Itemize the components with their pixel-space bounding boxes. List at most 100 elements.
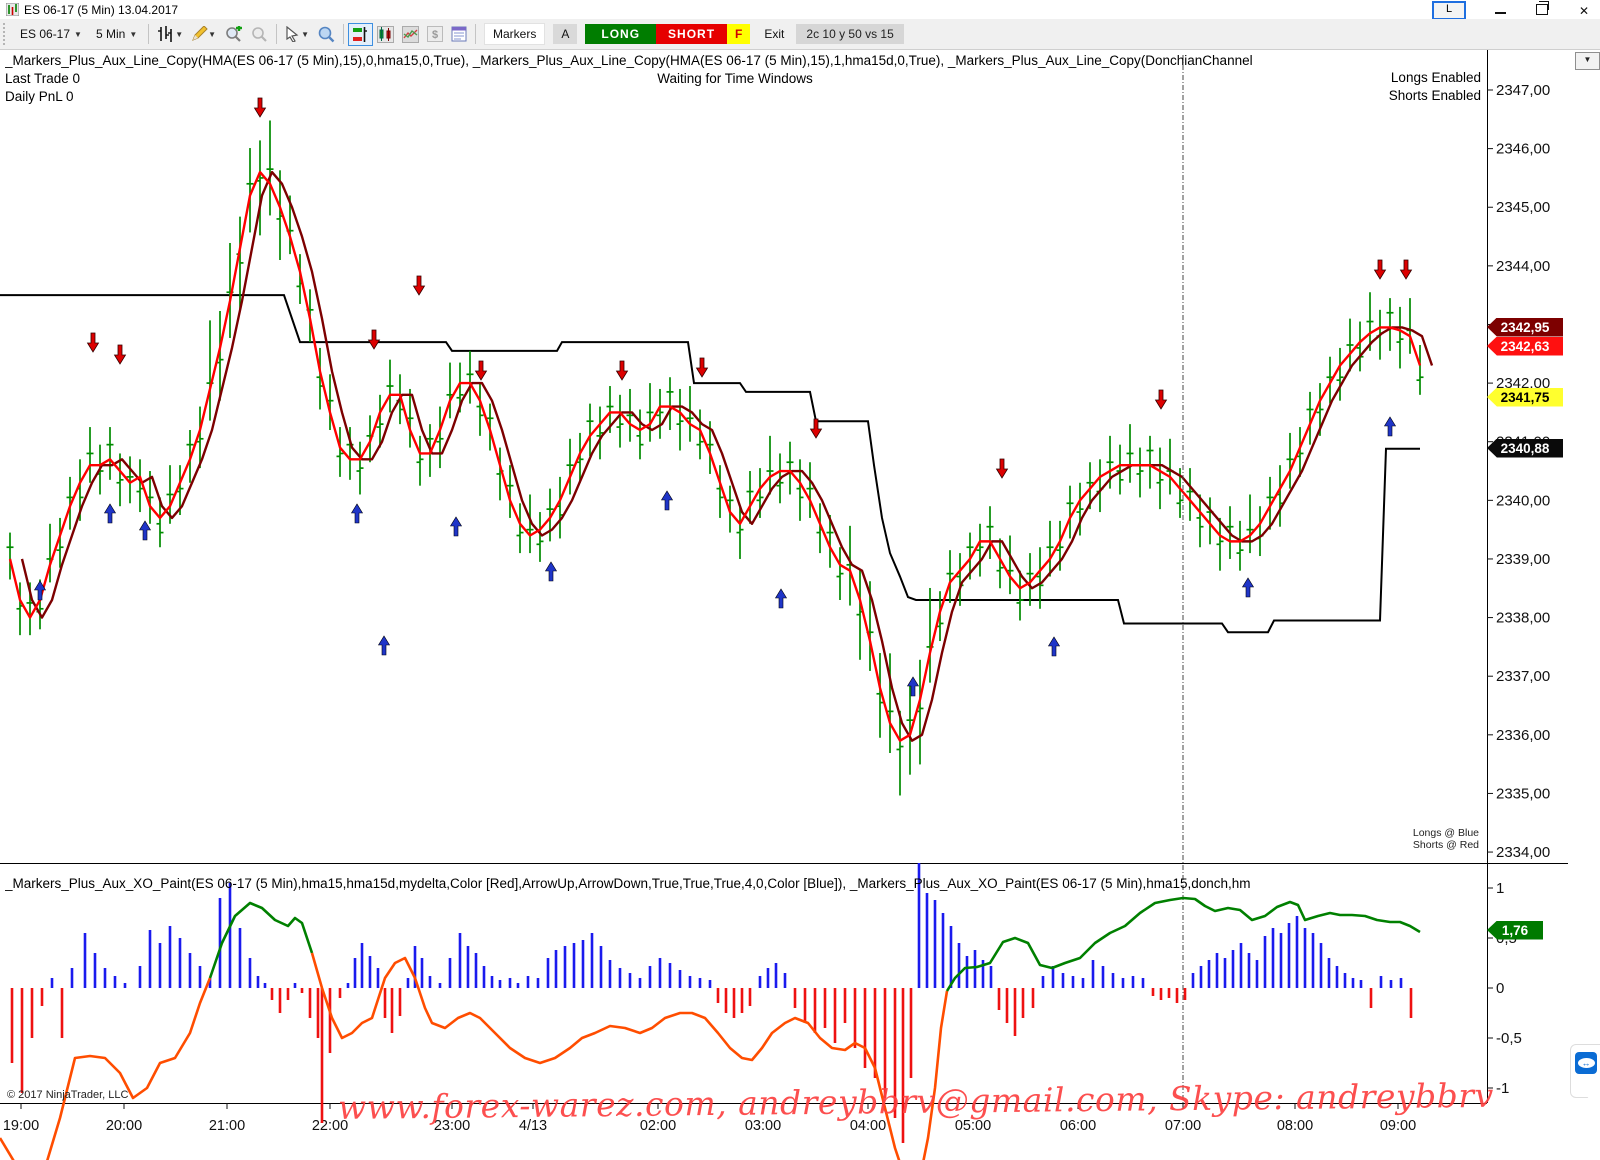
buy-arrow-marker [906, 676, 920, 697]
buy-arrow-marker [103, 503, 117, 524]
chart-trader-button[interactable] [348, 22, 373, 46]
markers-label: Markers [484, 23, 546, 45]
instrument-select[interactable]: ES 06-17 ▼ [20, 27, 82, 41]
exit-button[interactable]: Exit [764, 27, 785, 41]
indicator-chart-icon [402, 25, 419, 43]
price-tick-label: 2347,00 [1496, 82, 1550, 99]
buy-arrow-marker [138, 520, 152, 541]
sell-arrow-marker [1373, 259, 1387, 280]
longs-enabled-label: Longs Enabled [1390, 70, 1481, 85]
svg-text:$: $ [432, 29, 438, 41]
zoom-out-icon [252, 26, 267, 42]
remote-control-bubble[interactable]: ↔ [1570, 1044, 1600, 1098]
properties-icon [451, 26, 467, 42]
osc-tick-label: -0,5 [1496, 1030, 1522, 1047]
price-tick-label: 2345,00 [1496, 199, 1550, 216]
buy-arrow-marker [350, 503, 364, 524]
zoom-out-button[interactable] [246, 23, 272, 46]
chevron-down-icon: ▼ [175, 29, 184, 39]
bar-style-button[interactable]: ▼ [153, 23, 187, 45]
properties-button[interactable] [447, 23, 471, 45]
pencil-icon [192, 26, 208, 41]
price-tick-label: 2339,00 [1496, 551, 1550, 568]
dollar-icon: $ [427, 26, 443, 42]
last-trade-label: Last Trade 0 [5, 71, 81, 86]
sell-arrow-marker [615, 360, 629, 381]
price-tick-label: 2337,00 [1496, 668, 1550, 685]
chevron-down-icon: ▼ [129, 29, 138, 39]
price-marker-badge: 2342,95 [1487, 317, 1563, 337]
sell-arrow-marker [253, 97, 267, 118]
buy-arrow-marker [544, 561, 558, 582]
osc-tick-label: -1 [1496, 1080, 1509, 1097]
cursor-icon [286, 26, 299, 42]
oscillator-value-badge: 1,76 [1487, 920, 1543, 940]
time-tick-label: 07:00 [1165, 1118, 1201, 1134]
sell-arrow-marker [86, 332, 100, 353]
zoom-in-button[interactable] [220, 23, 246, 46]
toolbar-grip[interactable] [3, 23, 9, 45]
data-box-button[interactable] [313, 23, 339, 46]
copyright-label: © 2017 NinjaTrader, LLC [7, 1089, 129, 1101]
chevron-down-icon: ▼ [301, 29, 309, 39]
osc-tick-label: 0 [1496, 980, 1504, 997]
price-marker-badge: 2342,63 [1487, 336, 1563, 356]
long-button[interactable]: LONG [585, 24, 657, 44]
draw-button[interactable]: ▼ [187, 23, 220, 45]
toolbar-separator [148, 24, 150, 44]
buy-arrow-marker [33, 580, 47, 601]
minimize-button[interactable] [1492, 4, 1508, 18]
chart-toolbar: ES 06-17 ▼ 5 Min ▼ ▼ ▼ [0, 19, 1600, 50]
candles-button[interactable] [373, 23, 398, 46]
toolbar-separator [276, 24, 278, 44]
account-button[interactable]: $ [423, 23, 447, 45]
daily-pnl-label: Daily PnL 0 [5, 89, 74, 104]
bar-style-icon [158, 26, 173, 42]
buy-arrow-marker [1383, 416, 1397, 437]
teamviewer-icon: ↔ [1575, 1052, 1597, 1074]
price-tick-label: 2344,00 [1496, 258, 1550, 275]
time-tick-label: 23:00 [434, 1118, 470, 1134]
cursor-button[interactable]: ▼ [281, 23, 313, 45]
app-chart-icon [6, 3, 19, 16]
indicator-title: _Markers_Plus_Aux_Line_Copy(HMA(ES 06-17… [5, 53, 1253, 68]
window-title: ES 06-17 (5 Min) 13.04.2017 [24, 2, 179, 17]
candles-icon [377, 25, 394, 43]
close-button[interactable]: ✕ [1578, 3, 1590, 18]
auto-button[interactable]: A [553, 24, 578, 44]
price-tick-label: 2334,00 [1496, 844, 1550, 861]
time-tick-label: 21:00 [209, 1118, 245, 1134]
time-tick-label: 08:00 [1277, 1118, 1313, 1134]
price-tick-label: 2346,00 [1496, 141, 1550, 158]
sell-arrow-marker [995, 458, 1009, 479]
panel-collapse-button[interactable]: ▼ [1575, 52, 1600, 70]
sell-arrow-marker [113, 344, 127, 365]
flatten-button[interactable]: F [727, 24, 751, 44]
preset-button[interactable]: 2c 10 y 50 vs 15 [796, 24, 904, 44]
legend-shorts: Shorts @ Red [1412, 839, 1479, 851]
chevron-down-icon: ▼ [208, 29, 217, 39]
time-tick-label: 19:00 [3, 1118, 39, 1134]
time-tick-label: 06:00 [1060, 1118, 1096, 1134]
time-tick-label: 05:00 [955, 1118, 991, 1134]
sell-arrow-marker [367, 329, 381, 350]
price-tick-label: 2340,00 [1496, 492, 1550, 509]
chart-trader-icon [353, 26, 367, 42]
short-button[interactable]: SHORT [656, 24, 728, 44]
restore-button[interactable] [1534, 0, 1550, 18]
time-tick-label: 4/13 [519, 1118, 547, 1134]
sell-arrow-marker [1154, 389, 1168, 410]
buy-arrow-marker [660, 490, 674, 511]
magnifier-icon [318, 26, 335, 42]
sell-arrow-marker [412, 275, 426, 296]
price-tick-label: 2336,00 [1496, 727, 1550, 744]
indicators-button[interactable] [398, 23, 423, 46]
chevron-down-icon: ▼ [74, 29, 82, 39]
buy-arrow-marker [377, 635, 391, 656]
sell-arrow-marker [809, 418, 823, 439]
toolbar-separator [475, 24, 476, 44]
shorts-enabled-label: Shorts Enabled [1388, 88, 1481, 103]
price-tick-label: 2338,00 [1496, 610, 1550, 627]
interval-select[interactable]: 5 Min ▼ [95, 27, 138, 41]
oscillator-title: _Markers_Plus_Aux_XO_Paint(ES 06-17 (5 M… [5, 876, 1251, 891]
